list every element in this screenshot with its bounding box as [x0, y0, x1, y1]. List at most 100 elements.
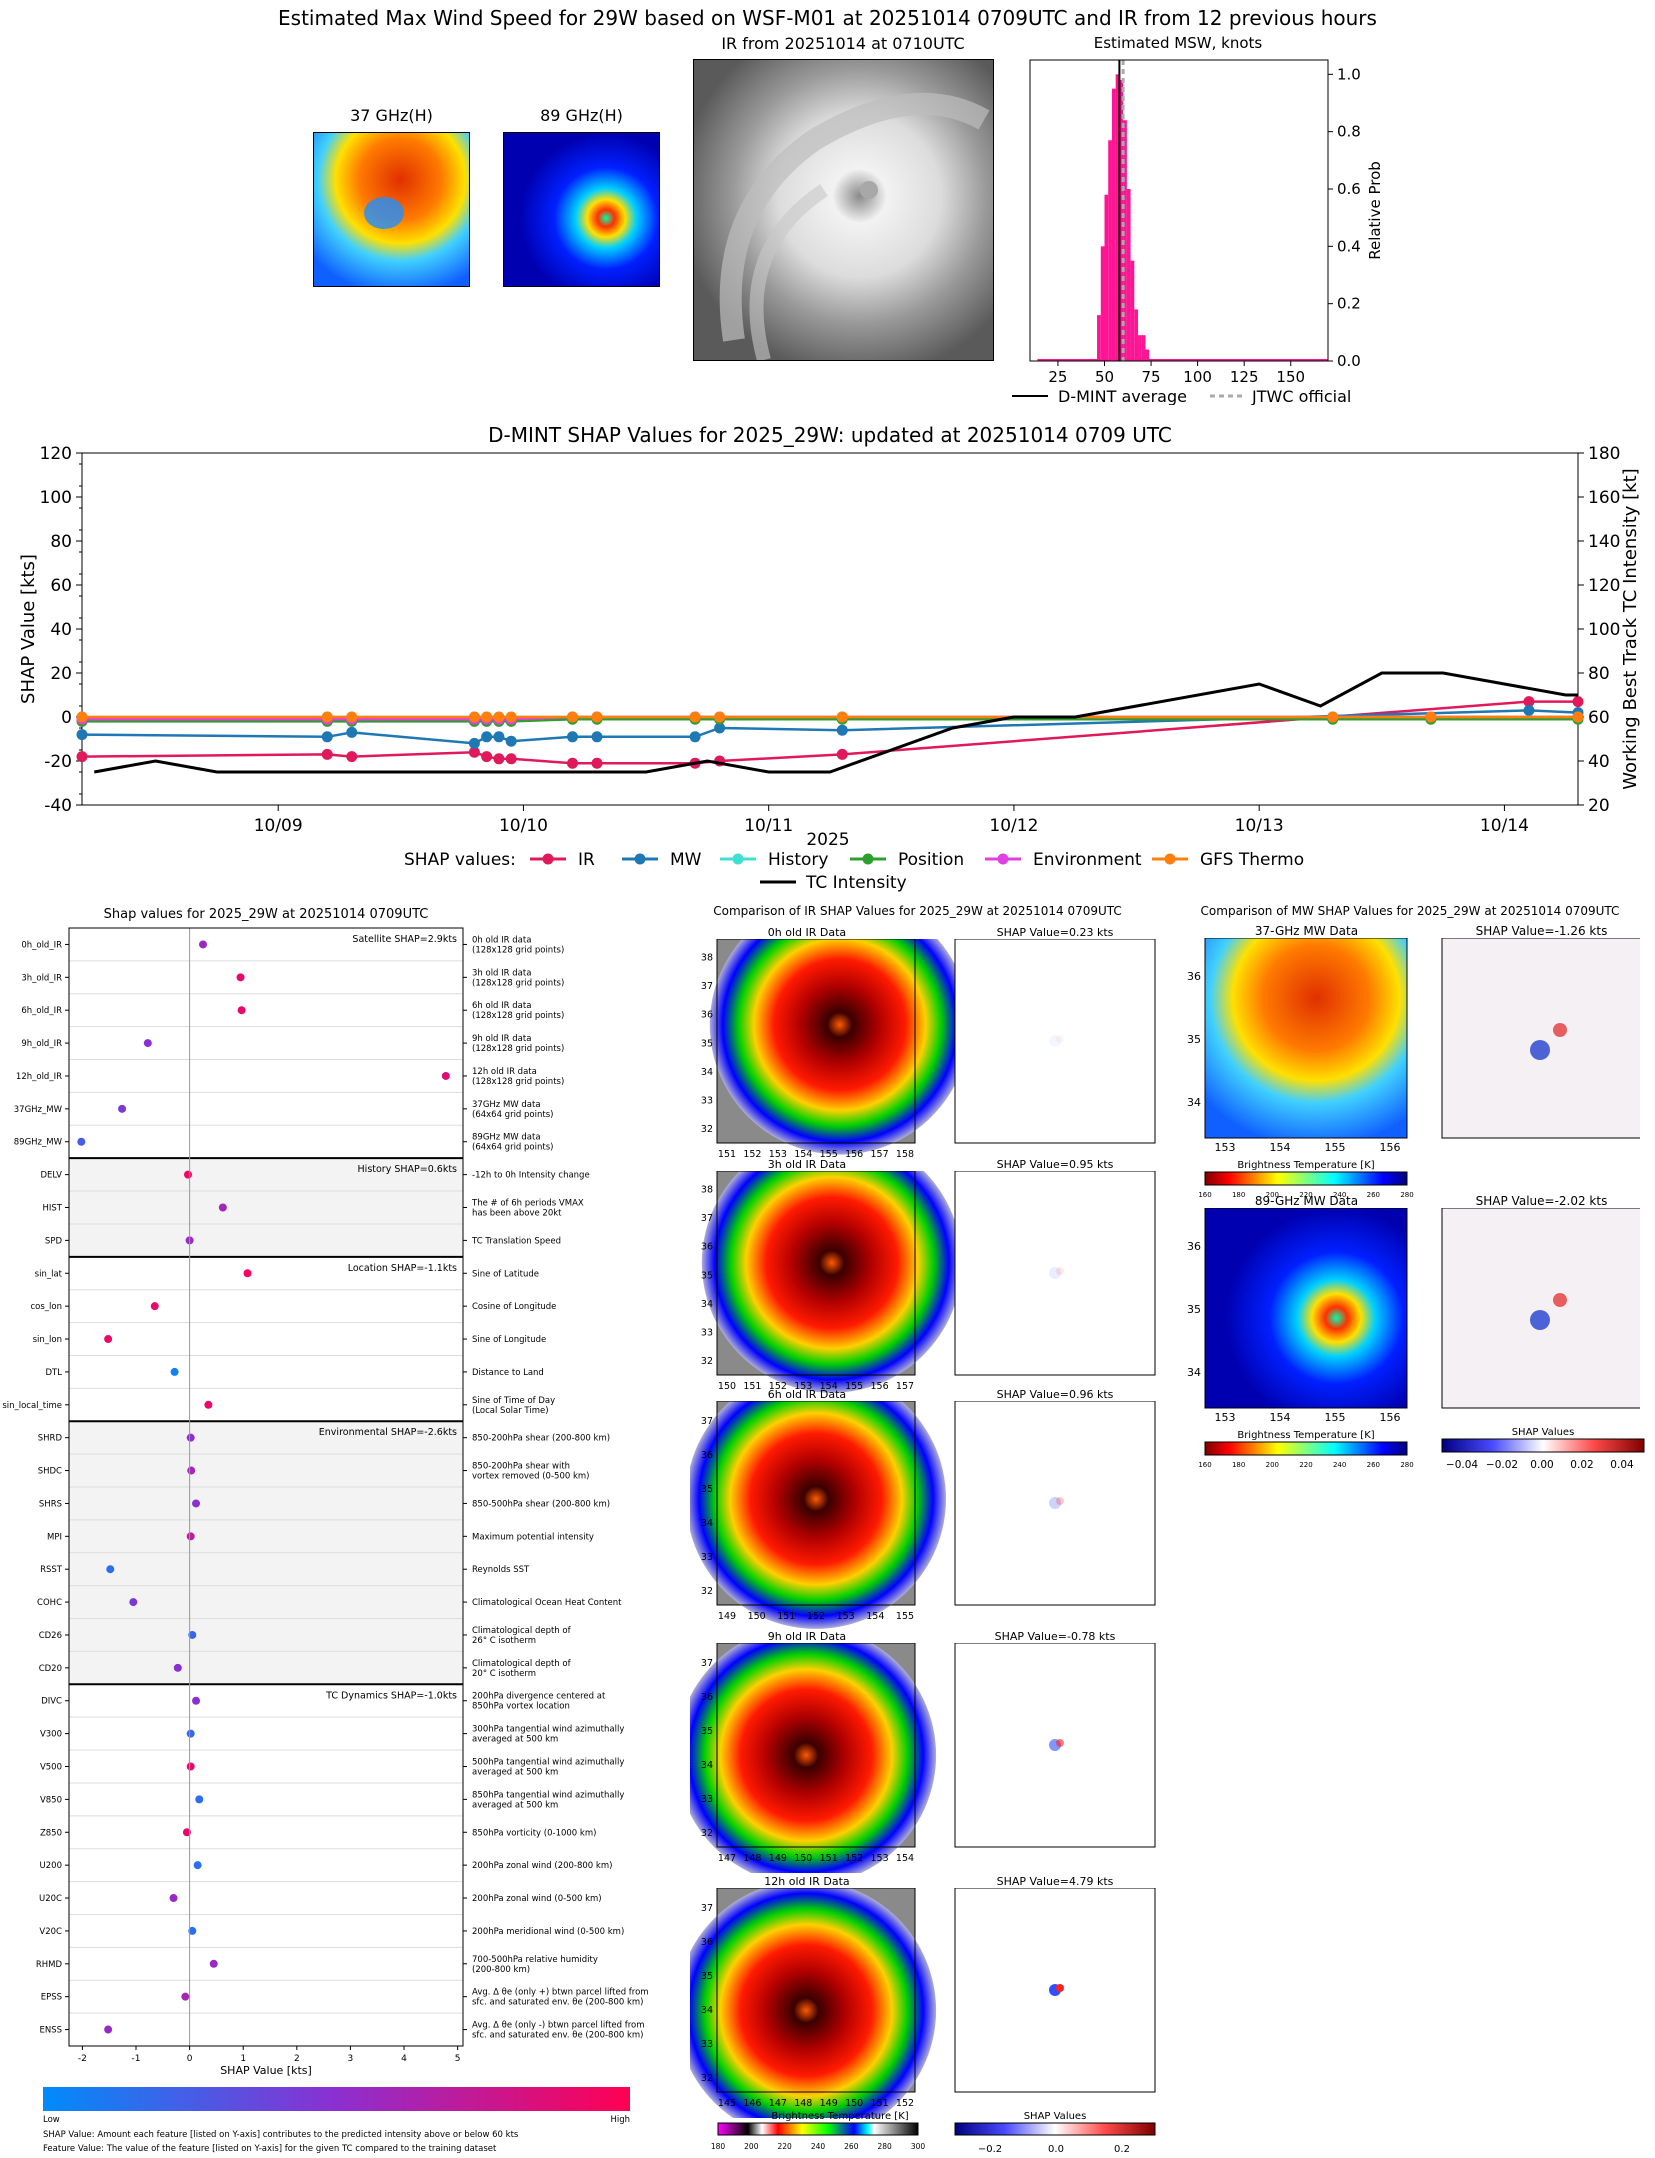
ir-cb-tick: 180	[711, 2142, 726, 2151]
ir-panel-title: 12h old IR Data	[764, 1875, 850, 1888]
ts-ytick-right-label: 160	[1588, 488, 1620, 508]
mw-shap-cb-tick: 0.00	[1530, 1459, 1553, 1471]
ir-storm-field	[701, 1171, 962, 1393]
feat-point	[150, 1302, 159, 1311]
ir-ytick-label: 33	[701, 1794, 713, 1805]
ts-series-point	[1572, 711, 1584, 723]
ts-xlabel: 2025	[806, 830, 849, 850]
hist-bar	[1145, 349, 1150, 361]
ir-shap-hotspot	[1049, 1497, 1061, 1509]
feat-colorbar-low: Low	[43, 2115, 60, 2125]
ts-legend-label: History	[768, 850, 828, 870]
ts-series-point	[566, 731, 578, 743]
feat-point	[169, 1894, 178, 1903]
ts-series-point	[591, 757, 603, 769]
feat-label: Z850	[40, 1828, 62, 1838]
feat-description: (128x128 grid points)	[472, 945, 564, 955]
ir-shap-cb-label: SHAP Values	[1024, 2111, 1087, 2122]
feat-description: 3h old IR data	[472, 968, 531, 978]
feat-description: (64x64 grid points)	[472, 1110, 553, 1120]
hist-ytick-label: 0.6	[1337, 180, 1361, 198]
ir-panel-title: 3h old IR Data	[767, 1158, 847, 1171]
mw-cb	[1204, 1441, 1408, 1456]
ir-xtick-label: 149	[769, 1853, 787, 1864]
feat-point	[218, 1203, 227, 1212]
feat-label: RHMD	[36, 1960, 63, 1970]
ir-ytick-label: 37	[701, 1903, 713, 1914]
mw-ytick-label: 36	[1187, 970, 1201, 983]
ts-series-point	[836, 748, 848, 760]
ts-legend-label: Environment	[1033, 850, 1142, 870]
ts-intensity-line	[93, 671, 1578, 774]
ir-shap-hotspot	[1056, 1984, 1064, 1992]
ir-shap-hotspot	[1056, 1267, 1064, 1275]
feat-description: 200hPa zonal wind (200-800 km)	[472, 1861, 612, 1871]
ir-image	[693, 59, 994, 361]
feat-label: SHDC	[38, 1467, 62, 1477]
hist-frame	[1029, 59, 1329, 362]
hist-ytick-label: 0.8	[1337, 123, 1361, 141]
feat-point	[104, 1335, 113, 1344]
feat-description: averaged at 500 km	[472, 1735, 558, 1745]
feat-point	[236, 973, 245, 982]
legend-jtwc-label: JTWC official	[1251, 387, 1351, 405]
hist-xtick-label: 125	[1230, 368, 1259, 386]
mw-shap-cb	[1441, 1438, 1645, 1453]
feat-group-title: Satellite SHAP=2.9kts	[352, 934, 457, 945]
ir-xtick-label: 151	[871, 2098, 889, 2109]
ts-ytick-right-label: 80	[1588, 664, 1610, 684]
ts-series-point	[689, 711, 701, 723]
ts-series-point	[566, 757, 578, 769]
ir-xtick-label: 152	[896, 2098, 914, 2109]
feat-point	[204, 1400, 213, 1409]
feat-description: TC Translation Speed	[471, 1236, 561, 1246]
feat-description: 0h old IR data	[472, 935, 531, 945]
feat-point	[188, 1926, 197, 1935]
ir-ytick-label: 33	[701, 2039, 713, 2050]
feat-point	[441, 1071, 450, 1080]
mw-ytick-label: 35	[1187, 1033, 1201, 1046]
ts-series-point	[493, 731, 505, 743]
ts-series-point	[346, 726, 358, 738]
ir-shap-title: SHAP Value=0.95 kts	[996, 1158, 1114, 1171]
feat-group-title: Environmental SHAP=-2.6kts	[319, 1427, 457, 1438]
mw-xtick-label: 154	[1270, 1141, 1291, 1154]
feat-description: Sine of Longitude	[472, 1335, 546, 1345]
feat-point	[187, 1466, 196, 1475]
mw-shap-hotspot	[1553, 1023, 1567, 1037]
feat-description: 89GHz MW data	[472, 1133, 541, 1143]
ts-series-point	[76, 729, 88, 741]
hist-bar	[1126, 189, 1131, 361]
ir-xtick-label: 150	[845, 2098, 863, 2109]
ir-shap-hotspot	[1056, 1035, 1064, 1043]
hist-ytick-label: 1.0	[1337, 65, 1361, 83]
hist-bar	[1108, 140, 1112, 361]
ir-xtick-label: 146	[743, 2098, 761, 2109]
ir-shap-hotspot	[1056, 1497, 1064, 1505]
mw-cb-tick: 280	[1400, 1191, 1413, 1199]
ir-ytick-label: 34	[701, 1067, 713, 1078]
ts-legend-marker	[542, 853, 554, 865]
ts-series-point	[566, 711, 578, 723]
feat-description: 850hPa tangential wind azimuthally	[472, 1790, 624, 1800]
hist-title: Estimated MSW, knots	[1093, 34, 1263, 52]
ts-ytick-right-label: 100	[1588, 620, 1620, 640]
mw-shap-image	[1441, 938, 1640, 1139]
ts-series-point	[346, 711, 358, 723]
ts-series-line	[81, 709, 1579, 745]
ts-series-point	[505, 753, 517, 765]
ir-shap-cb-tick: 0.2	[1114, 2144, 1130, 2155]
ts-series-point	[1425, 711, 1437, 723]
mw-xtick-label: 155	[1325, 1411, 1346, 1424]
ir-shap-hotspot	[1049, 1035, 1061, 1047]
ir-ytick-label: 35	[701, 1484, 713, 1495]
feat-description: 6h old IR data	[472, 1001, 531, 1011]
feat-footnote-1: SHAP Value: Amount each feature [listed …	[43, 2130, 519, 2140]
ts-ytick-label: 0	[61, 708, 72, 728]
ir-ytick-label: 34	[701, 1760, 713, 1771]
page-title: Estimated Max Wind Speed for 29W based o…	[278, 6, 1377, 30]
mw-image	[1204, 1208, 1408, 1409]
ts-series-point	[493, 711, 505, 723]
mw-xtick-label: 155	[1325, 1141, 1346, 1154]
feat-label: 37GHz_MW	[14, 1105, 63, 1115]
